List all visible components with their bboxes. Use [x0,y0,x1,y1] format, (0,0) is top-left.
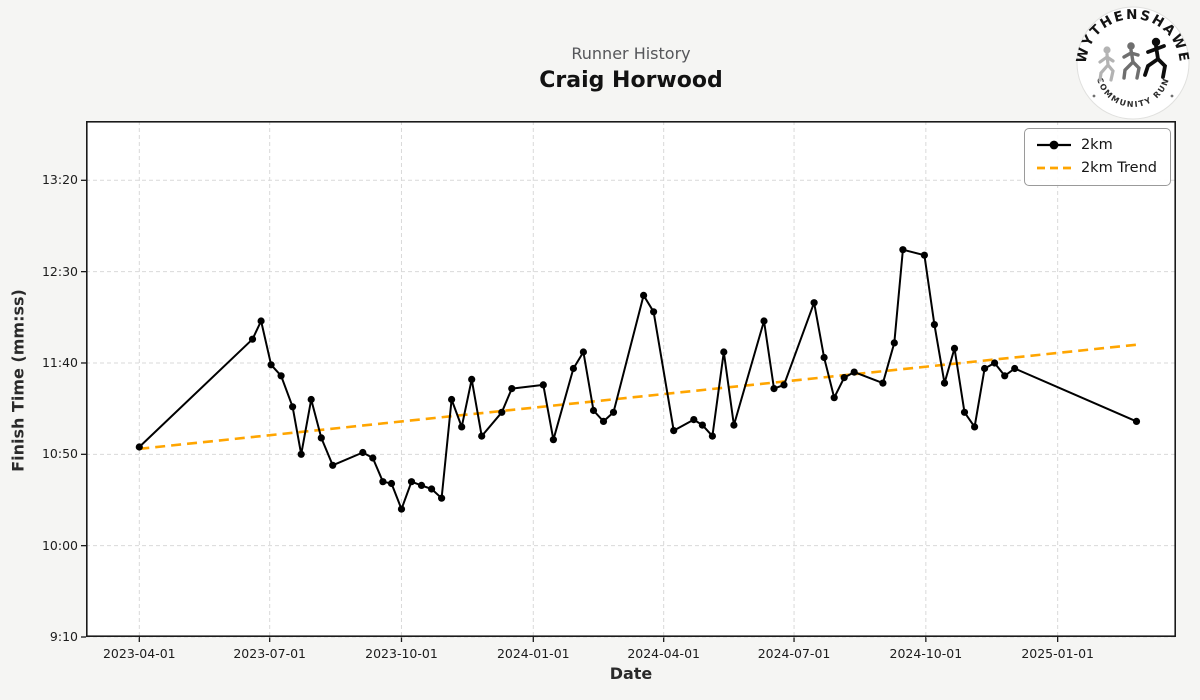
data-point [307,395,315,404]
legend-label: 2km Trend [1080,160,1157,176]
data-point [267,361,275,369]
x-tick-label: 2025-01-01 [1021,646,1094,661]
runner-icon [1098,46,1115,82]
data-point [297,450,305,458]
x-tick-label: 2024-04-01 [627,646,700,661]
legend-item-2km: 2km [1036,137,1157,153]
legend-label: 2km [1080,137,1113,153]
plot-area: 2km 2km Trend [81,121,1177,642]
legend-item-2km-trend: 2km Trend [1036,160,1157,176]
data-point [277,372,285,380]
data-point [830,394,838,402]
data-point [387,479,396,488]
data-point [448,395,456,404]
data-point [539,381,547,389]
data-point [698,421,707,429]
data-point [458,423,466,431]
x-tick-label: 2024-07-01 [757,646,831,661]
data-point [1001,372,1009,380]
data-point [397,505,406,513]
data-point [379,478,387,486]
data-point [579,348,587,356]
data-point [708,432,717,440]
data-point [971,423,979,431]
logo-dot [1170,94,1174,98]
data-point [1132,417,1141,425]
y-tick-label: 11:40 [41,354,78,370]
data-point [981,364,989,373]
page-title: Craig Horwood [539,68,723,94]
data-point [317,434,325,442]
data-point [670,427,678,435]
y-tick-label: 12:30 [41,263,78,279]
chart-subtitle: Runner History [571,44,691,63]
data-point [359,448,367,457]
data-point [508,385,516,393]
legend: 2km 2km Trend [1023,128,1171,186]
line-marker-sample-icon [1036,140,1071,150]
data-point [840,374,848,382]
data-point [438,494,446,502]
data-point [770,385,778,393]
plot-frame [86,121,1177,638]
data-point [780,381,788,389]
runner-icon [1143,37,1168,79]
x-axis-label: Date [609,664,653,683]
data-point [991,359,999,367]
data-point [950,344,959,352]
data-point [289,403,297,411]
data-point [589,406,598,415]
dashed-line-sample-icon [1036,166,1071,170]
data-point [820,353,828,362]
data-point [730,421,738,429]
data-point [369,454,377,462]
data-point [810,299,818,307]
data-point [609,408,618,416]
data-point [1011,364,1019,373]
data-point [478,432,486,440]
data-point [760,317,768,325]
data-point [650,308,658,316]
data-point [640,291,648,299]
y-axis-label: Finish Time (mm:ss) [8,289,28,472]
data-point [960,408,969,416]
data-point [879,379,887,387]
y-tick-label: 9:10 [49,629,78,644]
x-tick-label: 2024-10-01 [889,646,963,661]
series-line-2km [138,248,1137,511]
data-point [257,317,265,325]
data-point [930,321,939,329]
data-point [940,379,949,387]
data-point [720,348,728,356]
title-block: Runner History Craig Horwood [86,44,1176,96]
x-tick-label: 2023-10-01 [365,646,438,661]
data-point [920,251,929,259]
chart-canvas [81,121,1177,642]
x-tick-label: 2023-04-01 [102,646,176,661]
data-point [890,339,898,347]
data-point [428,485,436,493]
data-point [329,461,337,469]
data-point [899,246,907,254]
data-point [407,478,416,486]
data-point [468,375,476,383]
club-logo: WYTHENSHAWE COMMUNITY RUN [1074,6,1190,120]
logo-dot [1092,94,1096,98]
y-tick-label: 10:00 [41,537,78,553]
y-tick-label: 10:50 [41,446,78,462]
data-point [599,417,608,425]
data-point [549,436,557,444]
x-tick-label: 2024-01-01 [496,646,570,661]
data-point [850,368,858,376]
y-tick-label: 13:20 [41,172,78,188]
data-point [135,443,143,451]
data-point [248,335,257,343]
data-point [690,416,698,424]
x-tick-label: 2023-07-01 [233,646,306,661]
data-point [498,408,506,416]
data-point [417,481,426,489]
data-point [569,364,577,373]
runner-icon [1122,42,1141,80]
